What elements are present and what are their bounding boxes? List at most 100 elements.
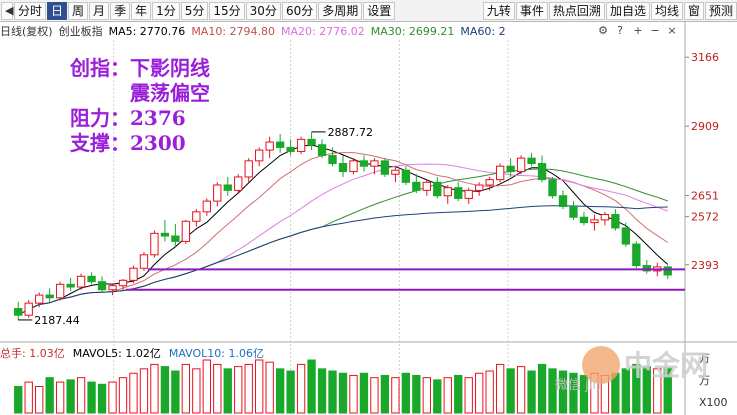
candle-body: [24, 302, 33, 316]
volume-bar: [66, 379, 75, 414]
candle-body: [223, 184, 232, 191]
candle: [139, 252, 149, 271]
period-button[interactable]: 月: [89, 1, 110, 20]
zoom-in-icon[interactable]: +: [633, 24, 643, 37]
ma60-value: MA60: 2: [460, 24, 506, 38]
candle-body: [244, 160, 253, 178]
candle: [548, 176, 557, 199]
candle: [35, 292, 44, 308]
candle-body: [328, 154, 337, 165]
zoom-out-icon[interactable]: −: [650, 24, 660, 37]
volume-bar: [55, 381, 65, 414]
candle: [338, 155, 348, 177]
tool-button[interactable]: 九转: [482, 1, 515, 20]
volume-bar: [328, 370, 337, 414]
candle: [192, 209, 201, 227]
candle-body: [255, 149, 264, 162]
settings-icon[interactable]: ⚙: [598, 24, 608, 37]
candle-body: [213, 184, 222, 202]
high-label: 2887.72: [328, 126, 374, 139]
volume-bar: [223, 368, 232, 414]
candle: [443, 185, 452, 204]
period-button[interactable]: 日: [47, 1, 68, 20]
volume-bar: [464, 377, 473, 414]
period-button[interactable]: 1分: [152, 1, 180, 20]
volume-bar: [443, 377, 452, 414]
candle-body: [642, 265, 651, 272]
candle: [202, 198, 211, 216]
candle-body: [401, 169, 411, 183]
candle-body: [108, 285, 117, 291]
candle: [118, 278, 128, 290]
tool-button[interactable]: 窗: [683, 1, 704, 20]
volume-bar: [118, 377, 128, 414]
ma20-value: MA20: 2776.02: [281, 24, 365, 38]
candle: [632, 241, 641, 269]
candle-body: [527, 157, 536, 165]
candle-body: [590, 219, 599, 224]
candle-body: [422, 181, 431, 191]
tool-button[interactable]: 预测: [704, 1, 737, 20]
volume-bar: [621, 368, 631, 414]
candle: [506, 158, 515, 177]
candle: [527, 152, 536, 167]
volume-bar: [642, 366, 651, 414]
tool-button[interactable]: 事件: [515, 1, 548, 20]
candle: [663, 265, 672, 279]
volume-bar: [579, 374, 589, 414]
period-button[interactable]: 分时: [14, 1, 47, 20]
volume-bar: [150, 363, 159, 414]
candle-body: [579, 216, 589, 224]
period-button[interactable]: 季: [110, 1, 131, 20]
candle: [600, 211, 610, 226]
candle: [569, 201, 578, 220]
candle-body: [506, 165, 515, 173]
period-button[interactable]: 30分: [245, 1, 281, 20]
candle-body: [632, 243, 641, 267]
candle: [171, 223, 180, 247]
candle: [296, 136, 306, 155]
candle-body: [55, 283, 65, 299]
candle: [611, 209, 620, 231]
candle-body: [97, 281, 107, 291]
volume-bar: [244, 363, 253, 414]
volume-bar: [632, 363, 641, 414]
candle: [150, 230, 159, 258]
period-label: 日线(复权): [0, 25, 53, 38]
help-icon[interactable]: ?: [617, 24, 623, 37]
period-button[interactable]: 60分: [281, 1, 318, 20]
candle-body: [118, 279, 128, 287]
collapse-arrow-icon[interactable]: ◀: [1, 1, 13, 20]
period-button[interactable]: 周: [68, 1, 89, 20]
candle: [391, 166, 400, 183]
candle-body: [475, 184, 484, 191]
period-button[interactable]: 多周期: [318, 1, 363, 20]
candle: [160, 219, 170, 242]
candle: [422, 179, 431, 196]
annotation-line: 阻力：2376: [70, 106, 186, 130]
tool-button[interactable]: 加自选: [605, 1, 650, 20]
candle: [129, 265, 138, 284]
candle: [97, 276, 107, 293]
tool-button[interactable]: 热点回溯: [548, 1, 605, 20]
axis-label: 2393: [691, 259, 719, 272]
tool-button[interactable]: 均线: [650, 1, 683, 20]
close-icon[interactable]: ×: [667, 24, 677, 37]
candle: [495, 163, 505, 183]
volume-bar: [202, 359, 211, 414]
indicator-info-row: 日线(复权) 创业板指 MA5: 2770.76 MA10: 2794.80 M…: [0, 22, 690, 40]
ma5-value: MA5: 2770.76: [108, 24, 186, 38]
mavol5-value: MAVOL5: 1.02亿: [72, 347, 161, 360]
candle: [349, 158, 358, 175]
candle: [265, 136, 274, 159]
volume-info-row: 总手: 1.03亿 MAVOL5: 1.02亿 MAVOL10: 1.06亿: [0, 345, 272, 360]
period-button[interactable]: 年: [131, 1, 152, 20]
candle: [370, 158, 379, 175]
volume-bar: [338, 372, 348, 414]
period-button[interactable]: 设置: [363, 1, 396, 20]
volume-bar: [391, 377, 400, 414]
volume-bar: [401, 372, 411, 414]
period-button[interactable]: 15分: [209, 1, 245, 20]
volume-bar: [14, 386, 23, 414]
period-button[interactable]: 5分: [180, 1, 209, 20]
